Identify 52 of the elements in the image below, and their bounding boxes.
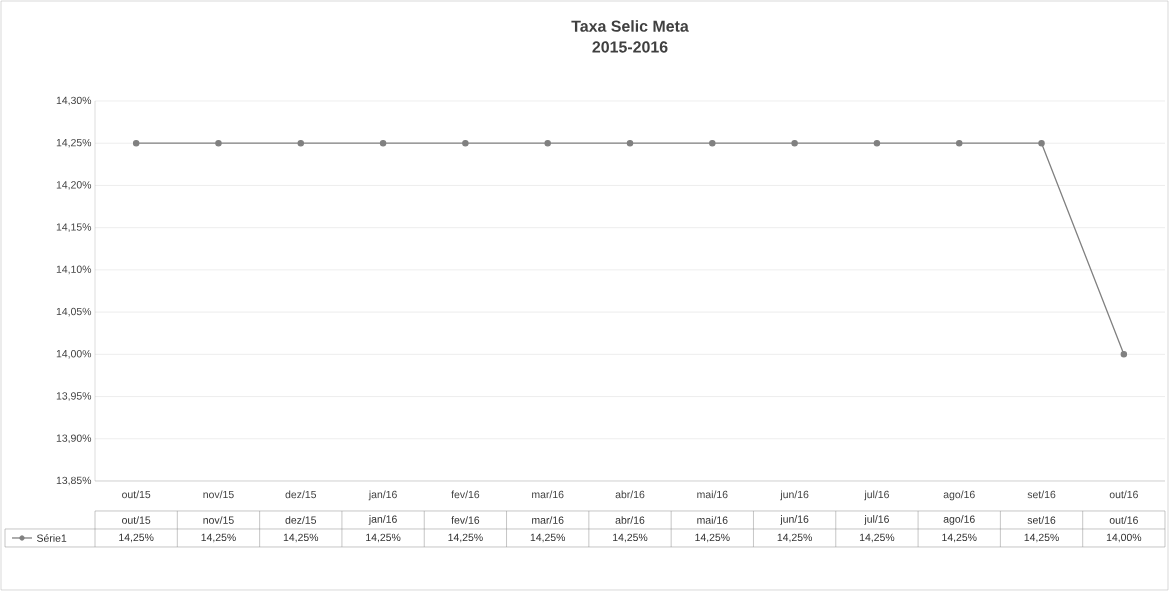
category-label: set/16 bbox=[1027, 516, 1056, 524]
data-label: 14,25% bbox=[201, 533, 236, 543]
data-label: 14,00% bbox=[1106, 533, 1142, 543]
data-label: 14,25% bbox=[119, 533, 154, 543]
data-label: 14,25% bbox=[448, 533, 483, 543]
chart-title: Taxa Selic Meta bbox=[571, 20, 689, 32]
data-label: 14,25% bbox=[366, 533, 401, 543]
data-label: 14,25% bbox=[695, 533, 730, 543]
y-tick-label: 14,25% bbox=[56, 138, 92, 148]
category-label: jan/16 bbox=[368, 515, 397, 525]
category-label: mai/16 bbox=[697, 516, 728, 524]
data-label: 14,25% bbox=[283, 533, 319, 543]
x-tick-label: nov/15 bbox=[203, 490, 234, 499]
category-label: out/16 bbox=[1109, 516, 1138, 524]
y-tick-label: 13,95% bbox=[56, 392, 92, 401]
legend-label: Série1 bbox=[37, 534, 67, 542]
category-label: dez/15 bbox=[285, 516, 317, 524]
y-tick-label: 14,15% bbox=[56, 223, 92, 232]
x-tick-label: fev/16 bbox=[451, 490, 480, 499]
data-label: 14,25% bbox=[1024, 533, 1059, 543]
x-tick-label: out/15 bbox=[122, 490, 151, 499]
category-label: mar/16 bbox=[532, 516, 564, 524]
x-tick-label: dez/15 bbox=[285, 490, 317, 499]
category-label: fev/16 bbox=[451, 516, 480, 524]
x-tick-label: set/16 bbox=[1027, 490, 1056, 499]
x-tick-label: jan/16 bbox=[368, 490, 397, 501]
data-label: 14,25% bbox=[530, 533, 566, 543]
y-tick-label: 13,85% bbox=[56, 476, 92, 486]
category-label: nov/15 bbox=[203, 516, 234, 524]
category-label: abr/16 bbox=[615, 516, 645, 524]
data-label: 14,25% bbox=[777, 533, 812, 543]
category-label: jul/16 bbox=[864, 515, 889, 525]
category-label: ago/16 bbox=[943, 515, 975, 525]
y-tick-label: 14,05% bbox=[56, 307, 92, 317]
y-tick-label: 14,00% bbox=[56, 350, 92, 359]
data-label: 14,25% bbox=[613, 533, 648, 543]
data-label: 14,25% bbox=[859, 533, 895, 543]
chart-subtitle: 2015-2016 bbox=[592, 41, 668, 53]
x-tick-label: abr/16 bbox=[615, 490, 645, 499]
x-tick-label: jun/16 bbox=[780, 490, 809, 501]
x-tick-label: ago/16 bbox=[943, 490, 975, 501]
x-tick-label: mai/16 bbox=[697, 490, 728, 499]
x-tick-label: jul/16 bbox=[864, 490, 889, 501]
data-label: 14,25% bbox=[942, 533, 977, 543]
y-tick-label: 14,30% bbox=[56, 96, 92, 106]
x-tick-label: out/16 bbox=[1109, 490, 1138, 499]
category-label: out/15 bbox=[122, 516, 151, 524]
y-tick-label: 14,20% bbox=[56, 181, 92, 190]
y-tick-label: 13,90% bbox=[56, 434, 92, 444]
category-label: jun/16 bbox=[780, 515, 809, 525]
y-tick-label: 14,10% bbox=[56, 265, 92, 275]
x-tick-label: mar/16 bbox=[532, 490, 564, 499]
